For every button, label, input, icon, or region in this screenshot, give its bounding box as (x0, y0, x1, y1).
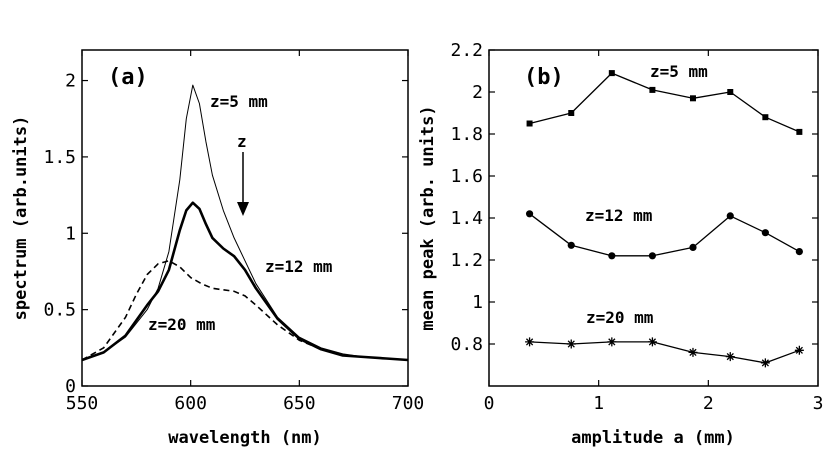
panel-b-annot-z5: z=5 mm (650, 62, 708, 81)
panel-b-ytick-label: 1.2 (450, 250, 483, 271)
panel-a-ytick-label: 0.5 (43, 300, 76, 321)
panel-a-annot-z20: z=20 mm (148, 315, 216, 334)
panel-a-xlabel: wavelength (nm) (168, 428, 322, 448)
panel-b-marker-z-12-mm (761, 229, 769, 237)
panel-b-marker-z-5-mm (608, 70, 615, 77)
panel-b-ytick-label: 1.8 (450, 124, 483, 145)
panel-b-marker-z-5-mm (649, 86, 656, 93)
panel-a-xtick-label: 550 (66, 393, 99, 414)
panel-b-ticks: 0 1 2 3 0.8 1 1.2 1.4 1.6 1.8 2 2.2 (450, 40, 823, 414)
panel-b-marker-z-20-mm (760, 358, 770, 368)
panel-b-marker-z-20-mm (525, 337, 535, 347)
panel-a-ticks: 550 600 650 700 0 0.5 1 1.5 2 (43, 50, 424, 414)
panel-a-series-z-20-mm (81, 259, 409, 361)
panel-b-marker-z-20-mm (688, 347, 698, 357)
panel-a-ytick-label: 1 (65, 223, 76, 244)
panel-b-marker-z-12-mm (648, 252, 657, 260)
panel-a-label: (a) (108, 65, 148, 90)
panel-b-marker-z-20-mm (794, 345, 804, 355)
panel-b-series-z-5-mm (529, 72, 800, 133)
panel-a: 550 600 650 700 0 0.5 1 1.5 2 (a) z=5 mm z=12 mm… (11, 49, 424, 448)
panel-b-marker-z-20-mm (607, 337, 617, 347)
panel-b-marker-z-12-mm (726, 212, 734, 220)
panel-b-ytick-label: 1 (472, 292, 483, 313)
panel-a-ytick-label: 0 (65, 376, 76, 397)
z-arrow-head (237, 202, 249, 216)
panel-b-xtick-label: 2 (703, 393, 714, 414)
panel-b-marker-z-12-mm (689, 243, 697, 251)
panel-b-marker-z-5-mm (568, 110, 575, 116)
panel-a-annot-z12: z=12 mm (265, 257, 333, 276)
panel-b-ytick-label: 0.8 (450, 334, 483, 355)
panel-b-marker-z-12-mm (608, 252, 616, 260)
panel-a-xtick-label: 700 (392, 393, 425, 414)
panel-b-marker-z-5-mm (727, 89, 734, 95)
panel-a-series (81, 84, 409, 362)
panel-b-ytick-label: 2.2 (450, 40, 483, 61)
panel-b-xtick-label: 3 (813, 393, 824, 414)
panel-b-frame (488, 49, 819, 387)
panel-a-xtick-label: 600 (174, 393, 207, 414)
panel-b-marker-z-20-mm (647, 337, 657, 347)
panel-b-xtick-label: 0 (484, 393, 495, 414)
panel-b-ytick-label: 2 (472, 82, 483, 103)
panel-a-ytick-label: 1.5 (43, 147, 76, 168)
panel-b-xlabel: amplitude a (mm) (571, 428, 735, 448)
panel-b-marker-z-12-mm (795, 248, 803, 256)
panel-b-marker-z-12-mm (567, 241, 575, 249)
panel-a-annot-z5: z=5 mm (210, 92, 268, 111)
panel-b-marker-z-5-mm (796, 128, 803, 135)
panel-b-annot-z20: z=20 mm (586, 308, 654, 327)
panel-b-marker-z-20-mm (725, 352, 735, 362)
panel-b-marker-z-12-mm (525, 210, 534, 218)
panel-b-marker-z-5-mm (689, 95, 696, 102)
panel-a-arrow-label: z (237, 132, 247, 151)
panel-b-series-z-20-mm (529, 341, 800, 364)
panel-b-series-z-12-mm (529, 213, 800, 257)
panel-a-series-z-12-mm (81, 201, 409, 362)
panel-a-series-z-5-mm (81, 84, 409, 361)
panel-b-ytick-label: 1.4 (450, 208, 483, 229)
panel-b-xtick-label: 1 (593, 393, 604, 414)
panel-b: 0 1 2 3 0.8 1 1.2 1.4 1.6 1.8 2 2.2 (b) z=5 mm z=12… (418, 40, 823, 448)
panel-b-annot-z12: z=12 mm (585, 206, 653, 225)
panel-b-series (525, 70, 804, 368)
panel-a-frame (81, 49, 409, 387)
panel-b-ytick-label: 1.6 (450, 166, 483, 187)
panel-a-xtick-label: 650 (283, 393, 316, 414)
panel-a-ytick-label: 2 (65, 71, 76, 92)
panel-b-marker-z-20-mm (566, 339, 576, 349)
panel-b-marker-z-5-mm (762, 114, 769, 121)
panel-b-ylabel: mean peak (arb. units) (418, 105, 438, 330)
panel-b-marker-z-5-mm (526, 120, 533, 127)
panel-a-ylabel: spectrum (arb.units) (11, 116, 31, 321)
panel-b-label: (b) (524, 65, 564, 90)
